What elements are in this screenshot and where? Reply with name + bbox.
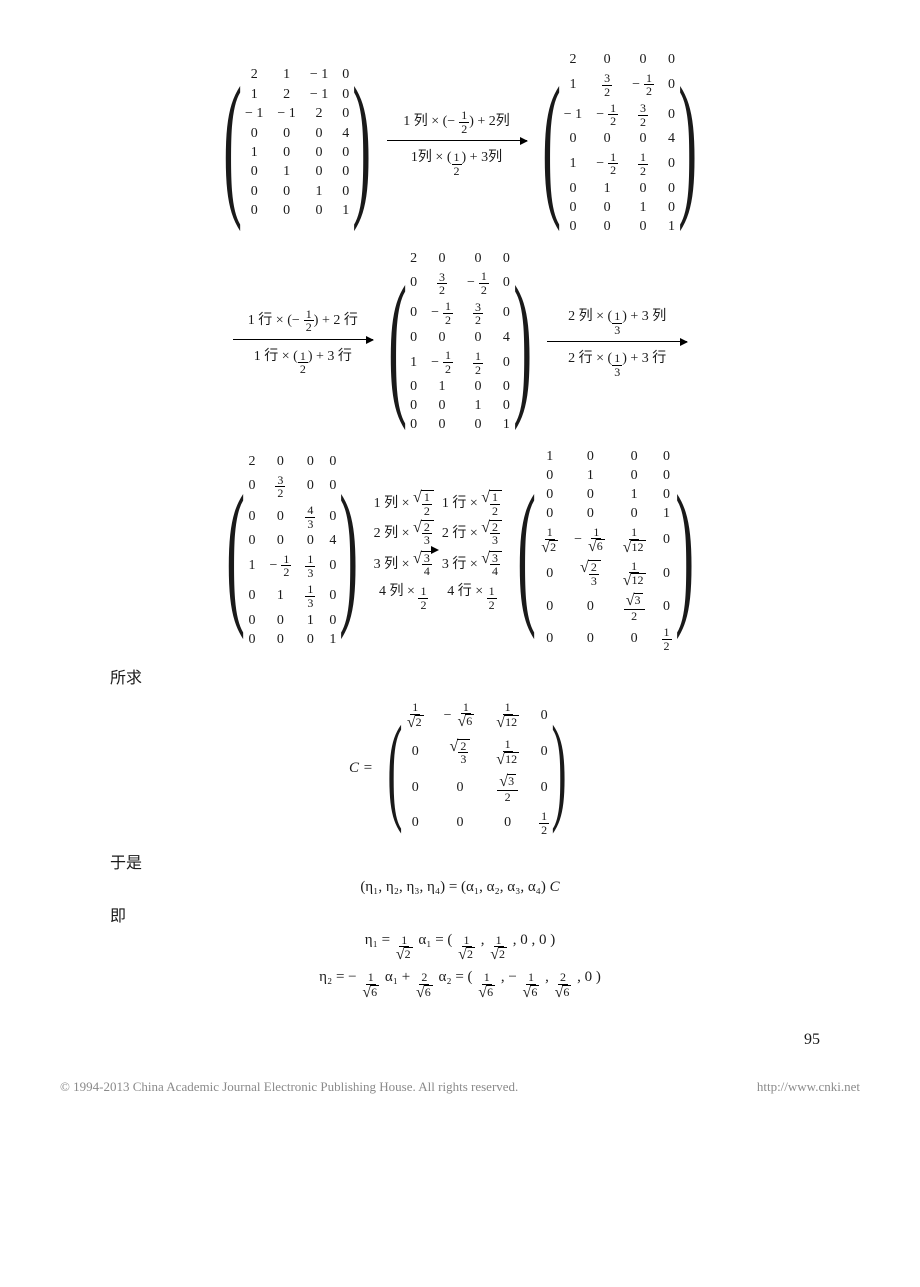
step1-matrixA: ( 21− 1012− 10− 1− 120000410000100001000…	[222, 63, 373, 223]
footer-copyright: © 1994-2013 China Academic Journal Elect…	[60, 1079, 518, 1095]
step3: ( 2000032000043000041−121300113000100001…	[60, 445, 860, 656]
eta-alpha-eq: (η₁, η₂, η₃, η₄) = (α₁, α₂, α₃, α₄) C	[60, 879, 860, 896]
eta1-line: η₁ = 1√2 α₁ = ( 1√2 , 1√2 , 0 , 0 )	[60, 932, 860, 964]
step1-ops: 1 列 × (−12) + 2列 1列 × (12) + 3列	[387, 109, 527, 177]
C-matrix: ( 1√2−1√61√1200√231√12000√32000012 )	[387, 696, 567, 840]
step3-matrixA: ( 2000032000043000041−121300113000100001…	[225, 450, 359, 652]
step2-ops-right: 2 列 × (13) + 3 列 2 行 × (13) + 3 行	[547, 305, 687, 378]
step2-matrix: ( 2000032−1200−1232000041−12120010000100…	[387, 247, 533, 438]
label-found: 所求	[110, 664, 860, 688]
step2-ops-left: 1 行 × (−12) + 2 行 1 行 × (12) + 3 行	[233, 308, 373, 376]
step3-ops: 1 列 × √121 行 × √122 列 × √232 行 × √233 列 …	[374, 490, 502, 611]
eta2-line: η₂ = − 1√6 α₁ + 2√6 α₂ = ( 1√6 , − 1√6 ,…	[60, 969, 860, 1001]
label-so: 于是	[110, 849, 860, 873]
C-equation: C = ( 1√2−1√61√1200√231√12000√32000012 )	[60, 696, 860, 840]
label-ie: 即	[110, 902, 860, 926]
footer: © 1994-2013 China Academic Journal Elect…	[60, 1079, 860, 1095]
footer-link[interactable]: http://www.cnki.net	[757, 1079, 860, 1095]
step3-matrixB: ( 10000100001000011√2−1√61√1200√231√1200…	[516, 445, 695, 656]
step1-matrixB: ( 2000132−120− 1−1232000041−121200100001…	[541, 48, 699, 239]
step2: 1 行 × (−12) + 2 行 1 行 × (12) + 3 行 ( 200…	[60, 247, 860, 438]
page-number: 95	[60, 1031, 860, 1049]
step1: ( 21− 1012− 10− 1− 120000410000100001000…	[60, 48, 860, 239]
